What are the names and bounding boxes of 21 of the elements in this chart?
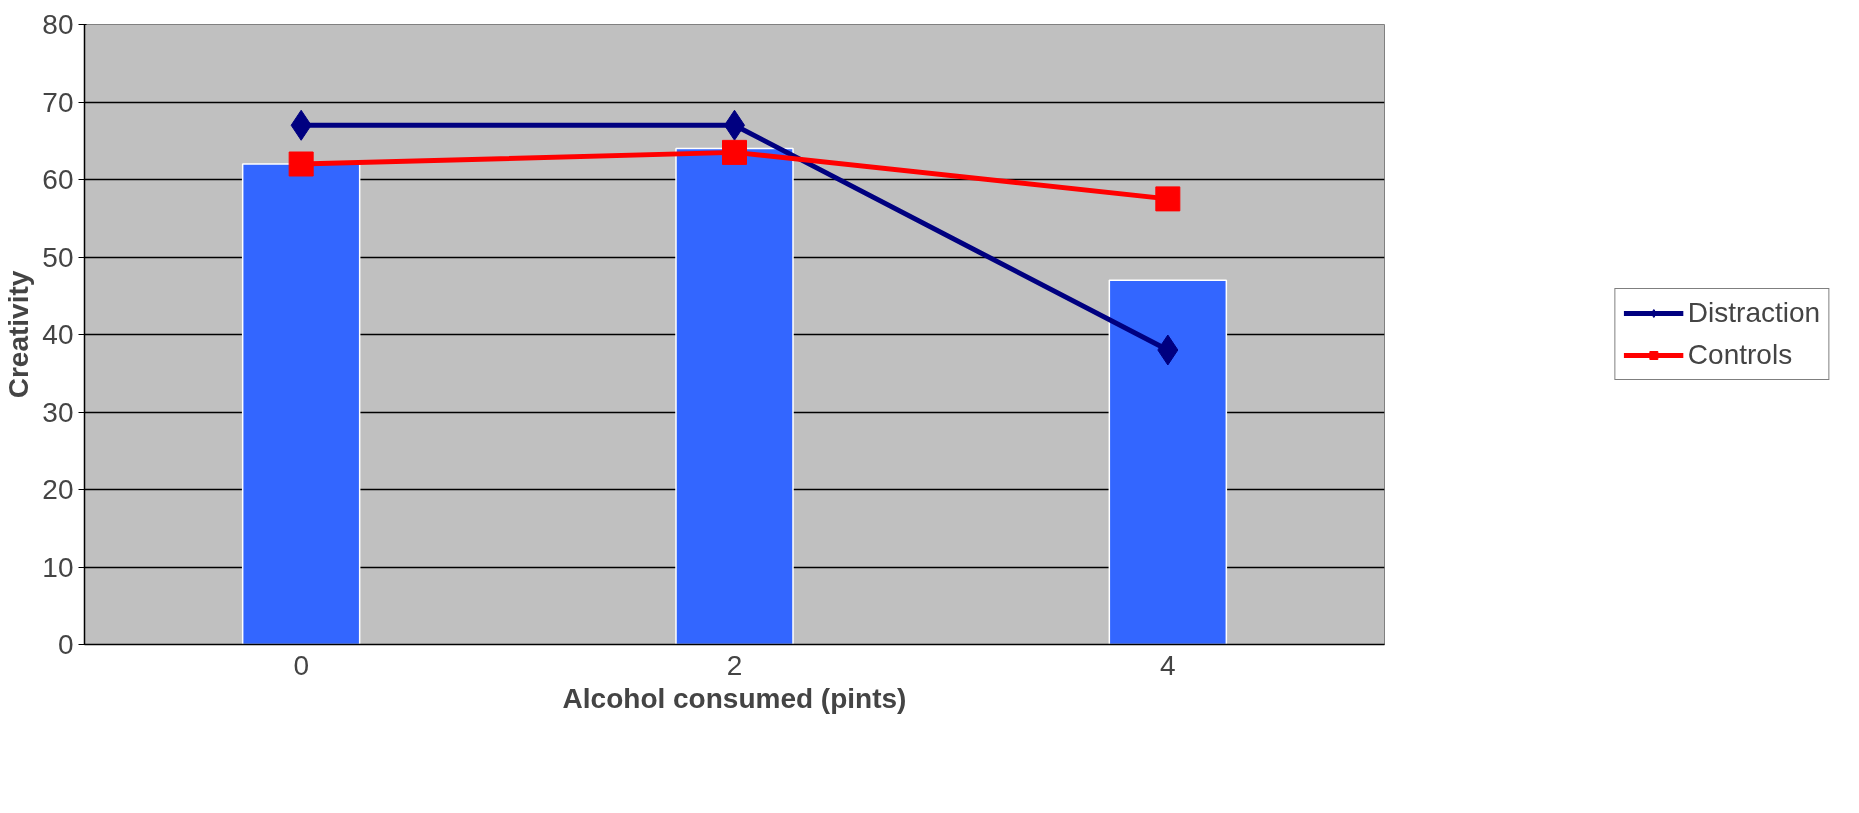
- y-tick-label: 70: [42, 86, 74, 118]
- y-tick-label: 0: [57, 629, 74, 660]
- bar: [1108, 279, 1228, 645]
- point: [288, 151, 314, 177]
- y-axis-title: Creativity: [3, 270, 35, 399]
- legend-label: Controls: [1687, 339, 1793, 371]
- x-tick-label: 0: [293, 649, 309, 681]
- y-tick-label: 60: [42, 164, 74, 195]
- x-tick-label: 4: [1160, 649, 1176, 681]
- y-tick-label: 20: [42, 474, 74, 505]
- bar: [241, 163, 361, 645]
- x-axis-title: Alcohol consumed (pints): [562, 682, 907, 714]
- y-tick-label: 50: [42, 241, 74, 273]
- y-tick-label: 30: [42, 396, 74, 428]
- point: [1155, 186, 1181, 212]
- y-tick-label: 80: [42, 9, 74, 40]
- x-tick-label: 2: [726, 649, 743, 681]
- legend-label: Distraction: [1687, 297, 1821, 329]
- bar: [675, 147, 794, 645]
- y-tick-label: 40: [42, 319, 74, 350]
- y-tick-label: 10: [42, 551, 74, 583]
